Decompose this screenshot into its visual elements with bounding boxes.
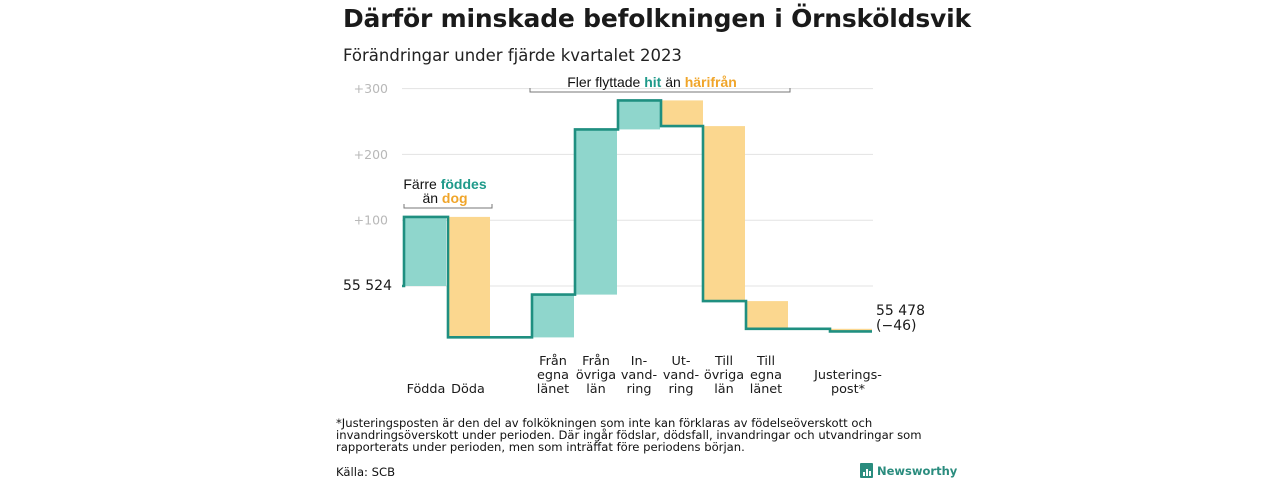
annotation-migration-bracket [529,88,791,93]
category-label-fran-egna: länet [537,382,569,397]
waterfall-bar [746,301,788,329]
category-label-doda: Döda [451,382,485,397]
waterfall-bar [575,129,617,295]
step-line [402,99,872,339]
annotation-births-bracket [403,204,493,209]
category-label-invandring: vand- [621,368,657,383]
end-value-label: 55 478 [876,303,925,319]
labels: +100 +200 +300 55 524 55 478(−46) Födda Döda Fr… [343,74,925,397]
end-change-label: (−46) [876,318,916,334]
category-label-fran-ovriga: övriga [576,368,616,383]
brand: Newsworthy [860,463,957,478]
category-label-utvandring: ring [668,382,693,397]
category-label-fodda: Födda [407,382,446,397]
brand-name: Newsworthy [877,463,958,478]
annotation-births-line1: Färre föddes [403,176,486,192]
waterfall-bar [703,126,745,302]
category-label-invandring: In- [631,354,648,369]
category-label-fran-egna: Från [539,354,567,369]
category-label-fran-ovriga: län [586,382,606,397]
y-tick-label: +100 [354,213,388,228]
category-label-till-ovriga: Till [714,354,733,369]
y-tick-label: +300 [354,81,388,96]
chart-subtitle: Förändringar under fjärde kvartalet 2023 [343,46,682,65]
category-label-utvandring: vand- [663,368,699,383]
footnote: *Justeringsposten är den del av folkökni… [336,416,922,454]
category-label-invandring: ring [626,382,651,397]
category-label-till-egna: Till [756,354,775,369]
waterfall-bar [830,328,872,332]
annotation-migration: Fler flyttade hit än härifrån [567,74,737,90]
category-label-till-ovriga: län [714,382,734,397]
waterfall-bar [404,216,446,286]
y-tick-label: +200 [354,147,388,162]
bars [404,100,872,338]
category-label-justering: Justerings- [813,368,882,383]
category-label-fran-egna: egna [537,368,569,383]
waterfall-bar [448,216,490,338]
category-label-fran-ovriga: Från [582,354,610,369]
waterfall-bar [661,100,703,127]
category-label-justering: post* [831,382,866,397]
cumulative-step-line [402,99,872,339]
waterfall-bar [618,100,660,130]
newsworthy-logo-icon [860,463,873,478]
category-label-utvandring: Ut- [671,354,690,369]
annotation-births-line2: än dog [422,190,467,206]
category-label-till-ovriga: övriga [704,368,744,383]
waterfall-bar [532,294,574,338]
category-label-till-egna: länet [750,382,782,397]
chart-title: Därför minskade befolkningen i Örnskölds… [343,4,971,33]
source-label: Källa: SCB [336,465,396,479]
start-value-label: 55 524 [343,278,392,294]
category-label-till-egna: egna [750,368,782,383]
